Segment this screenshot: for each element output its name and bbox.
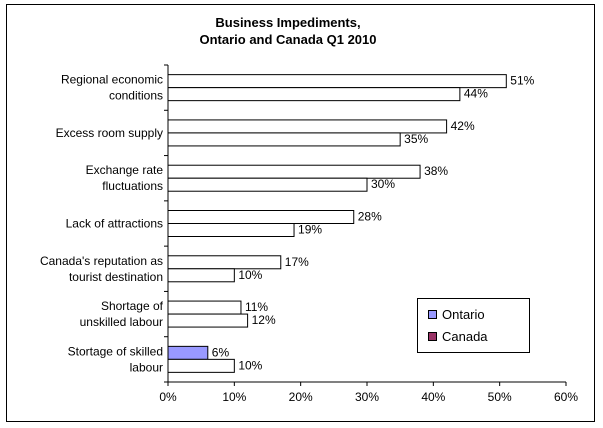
legend-label-canada: Canada: [442, 329, 488, 344]
data-label-canada: 35%: [404, 132, 428, 146]
legend-item-ontario: Ontario: [428, 307, 485, 322]
category-label: Regional economic: [61, 73, 163, 87]
category-label: labour: [130, 360, 163, 374]
data-label-canada: 10%: [238, 268, 262, 282]
category-label: Exchange rate: [86, 163, 164, 177]
data-label-canada: 12%: [252, 313, 276, 327]
bar-canada: [167, 132, 401, 147]
bar-ontario: [167, 255, 282, 270]
data-label-ontario: 17%: [285, 255, 309, 269]
bar-canada: [167, 268, 235, 283]
chart-title-line1: Business Impediments,: [215, 15, 360, 30]
category-label: fluctuations: [102, 179, 163, 193]
category-label: conditions: [109, 89, 163, 103]
bar-canada: [167, 177, 368, 192]
data-label-ontario: 42%: [451, 119, 475, 133]
x-tick-label: 40%: [421, 390, 445, 404]
category-label: tourist destination: [69, 270, 163, 284]
plot-area: 0% 10% 20% 30% 40% 50% 60% Regional economic con…: [40, 64, 578, 404]
data-label-ontario: 6%: [212, 345, 230, 359]
data-label-ontario: 51%: [510, 74, 534, 88]
bar-ontario: [167, 300, 242, 315]
legend-swatch-ontario: [428, 310, 437, 319]
bar-canada: [167, 87, 461, 102]
bar-ontario: [167, 345, 209, 360]
bar-canada: [167, 358, 235, 373]
data-label-ontario: 38%: [424, 164, 448, 178]
data-label-canada: 30%: [371, 177, 395, 191]
bar-canada: [167, 223, 295, 237]
chart-title-line2: Ontario and Canada Q1 2010: [199, 32, 376, 47]
bar-ontario: [167, 74, 507, 89]
category-label: Lack of attractions: [66, 217, 163, 231]
category-label: Shortage of: [101, 299, 164, 313]
data-label-canada: 44%: [464, 87, 488, 101]
legend: Ontario Canada: [417, 298, 530, 353]
data-label-ontario: 28%: [358, 210, 382, 224]
x-tick-label: 10%: [222, 390, 246, 404]
bar-ontario: [167, 210, 355, 224]
category-label: Stortage of skilled: [68, 344, 163, 358]
legend-swatch-canada: [428, 332, 437, 341]
x-tick-label: 60%: [554, 390, 578, 404]
category-label: unskilled labour: [80, 315, 163, 329]
data-label-canada: 10%: [238, 358, 262, 372]
bar-canada: [167, 313, 249, 328]
legend-item-canada: Canada: [428, 329, 488, 344]
data-label-canada: 19%: [298, 223, 322, 237]
legend-label-ontario: Ontario: [442, 307, 485, 322]
x-tick-label: 30%: [355, 390, 379, 404]
x-tick-label: 20%: [289, 390, 313, 404]
category-label: Canada's reputation as: [40, 254, 163, 268]
category-label: Excess room supply: [56, 126, 163, 140]
x-tick-label: 50%: [488, 390, 512, 404]
data-label-ontario: 11%: [245, 300, 268, 314]
x-tick-label: 0%: [159, 390, 177, 404]
